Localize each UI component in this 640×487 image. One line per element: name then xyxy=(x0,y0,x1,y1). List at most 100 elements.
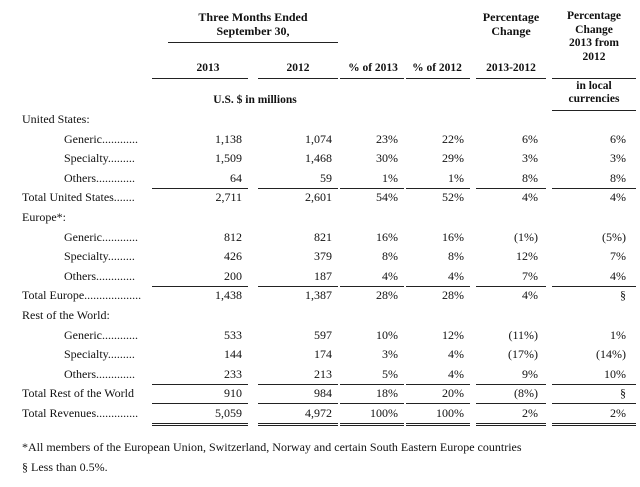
table-row: Others............. 200 187 4% 4% 7% 4% xyxy=(0,269,640,287)
subtotal-rule xyxy=(406,403,470,405)
cell-value-2013: 1,138 xyxy=(215,131,242,146)
subtotal-rule xyxy=(340,187,404,189)
pct-change-header: Percentage Change xyxy=(476,10,546,38)
subtotal-rule xyxy=(552,285,636,287)
cell-change-local: 10% xyxy=(604,366,626,381)
cell-value-2012: 597 xyxy=(314,327,332,342)
table-row: Europe*: xyxy=(0,210,640,228)
subtotal-rule xyxy=(258,403,338,405)
three-months-header: Three Months Ended September 30, xyxy=(168,10,338,38)
double-total-rule xyxy=(476,423,546,426)
cell-change-local: 7% xyxy=(610,249,626,264)
cell-value-2012: 1,468 xyxy=(305,151,332,166)
cell-change: 7% xyxy=(522,268,538,283)
row-label: Generic............ xyxy=(64,327,138,342)
pct-change-local-line4: 2012 xyxy=(582,50,606,63)
cell-pct-2013: 23% xyxy=(376,131,398,146)
table-row: Generic............ 812 821 16% 16% (1%) (5%) xyxy=(0,230,640,248)
row-label: Generic............ xyxy=(64,131,138,146)
cell-pct-2013: 30% xyxy=(376,151,398,166)
cell-value-2013: 910 xyxy=(224,386,242,401)
table-row: Specialty......... 426 379 8% 8% 12% 7% xyxy=(0,249,640,267)
pct-change-header-line1: Percentage xyxy=(482,10,540,24)
subtotal-rule xyxy=(476,403,546,405)
cell-change-local: (14%) xyxy=(596,347,626,362)
row-label: Total Rest of the World xyxy=(22,386,134,401)
subtotal-rule xyxy=(258,383,338,385)
cell-change-local: 6% xyxy=(610,131,626,146)
subtotal-rule xyxy=(152,383,248,385)
cell-change: 4% xyxy=(522,190,538,205)
cell-pct-2013: 3% xyxy=(382,347,398,362)
cell-change: 8% xyxy=(522,170,538,185)
cell-pct-2012: 8% xyxy=(448,249,464,264)
table-row: United States: xyxy=(0,112,640,130)
cell-change-local: 8% xyxy=(610,170,626,185)
row-label: Total Europe................... xyxy=(22,288,142,303)
cell-pct-2012: 28% xyxy=(442,288,464,303)
cell-value-2012: 2,601 xyxy=(305,190,332,205)
cell-change-local: § xyxy=(620,288,626,303)
col-rule-local xyxy=(552,78,636,79)
cell-value-2012: 213 xyxy=(314,366,332,381)
cell-pct-2012: 12% xyxy=(442,327,464,342)
col-rule-change xyxy=(476,78,546,79)
row-label: Europe*: xyxy=(22,210,66,224)
row-label: Specialty......... xyxy=(64,249,135,264)
subtotal-rule xyxy=(476,285,546,287)
col-header-2012: 2012 xyxy=(286,62,310,74)
table-row: Total Europe................... 1,438 1,38… xyxy=(0,288,640,306)
cell-pct-2013: 16% xyxy=(376,229,398,244)
subtotal-rule xyxy=(552,383,636,385)
subtotal-rule xyxy=(552,187,636,189)
table-row: Specialty......... 1,509 1,468 30% 29% 3% 3% xyxy=(0,151,640,169)
cell-value-2012: 821 xyxy=(314,229,332,244)
cell-pct-2012: 22% xyxy=(442,131,464,146)
units-label: U.S. $ in millions xyxy=(213,94,297,106)
col-rule-2013 xyxy=(152,78,248,79)
cell-change: 2% xyxy=(522,406,538,420)
table-row: Total Revenues.............. 5,059 4,972 10… xyxy=(0,406,640,424)
cell-change: 4% xyxy=(522,288,538,303)
subtotal-rule xyxy=(476,187,546,189)
cell-change: (8%) xyxy=(514,386,538,401)
row-label: Others............. xyxy=(64,170,135,185)
cell-pct-2013: 10% xyxy=(376,327,398,342)
col-header-2013: 2013 xyxy=(196,62,220,74)
col-rule-pct2012 xyxy=(406,78,470,79)
subtotal-rule xyxy=(340,383,404,385)
col-rule-pct2013 xyxy=(340,78,404,79)
row-label: Specialty......... xyxy=(64,347,135,362)
col-rule-2012 xyxy=(258,78,338,79)
cell-change-local: 2% xyxy=(610,406,626,420)
cell-pct-2012: 4% xyxy=(448,347,464,362)
col-header-pct2012: % of 2012 xyxy=(412,62,462,74)
row-label: Others............. xyxy=(64,268,135,283)
subtotal-rule xyxy=(340,285,404,287)
subtotal-rule xyxy=(258,187,338,189)
row-label: Total United States....... xyxy=(22,190,135,205)
subtotal-rule xyxy=(152,187,248,189)
cell-value-2012: 379 xyxy=(314,249,332,264)
cell-value-2013: 812 xyxy=(224,229,242,244)
cell-change-local: 4% xyxy=(610,268,626,283)
cell-pct-2012: 20% xyxy=(442,386,464,401)
cell-change: (11%) xyxy=(508,327,538,342)
subtotal-rule xyxy=(152,285,248,287)
cell-value-2013: 200 xyxy=(224,268,242,283)
cell-value-2012: 174 xyxy=(314,347,332,362)
cell-value-2013: 233 xyxy=(224,366,242,381)
cell-pct-2012: 16% xyxy=(442,229,464,244)
pct-change-local-line2: Change xyxy=(575,23,613,36)
local-currencies-underline xyxy=(552,110,636,111)
cell-pct-2013: 8% xyxy=(382,249,398,264)
cell-change: 6% xyxy=(522,131,538,146)
cell-pct-2012: 1% xyxy=(448,170,464,185)
footnote-less-than: § Less than 0.5%. xyxy=(22,460,108,474)
table-row: Others............. 64 59 1% 1% 8% 8% xyxy=(0,171,640,189)
cell-value-2013: 533 xyxy=(224,327,242,342)
row-label: United States: xyxy=(22,112,90,126)
table-row: Generic............ 1,138 1,074 23% 22% 6% 6% xyxy=(0,132,640,150)
table-row: Others............. 233 213 5% 4% 9% 10% xyxy=(0,367,640,385)
subtotal-rule xyxy=(406,383,470,385)
